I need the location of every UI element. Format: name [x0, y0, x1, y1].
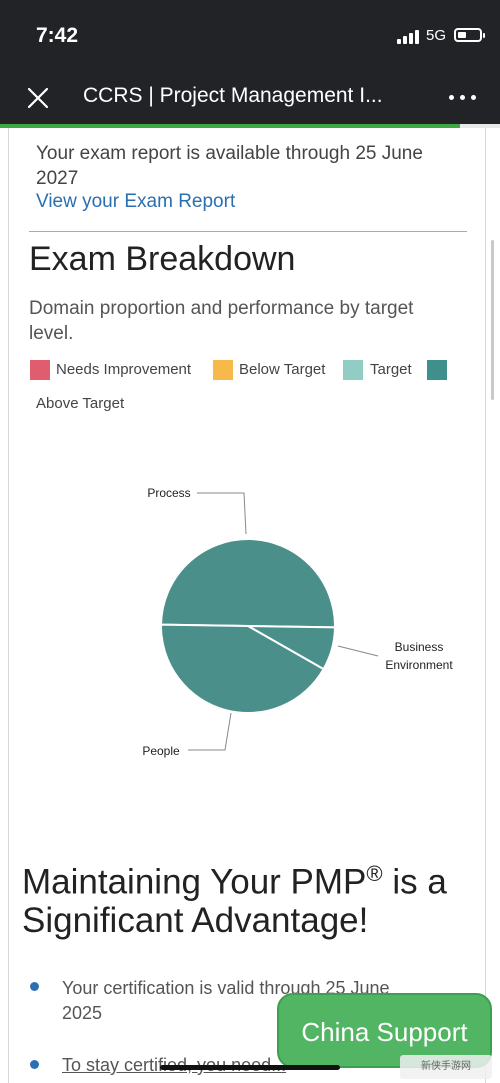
slice-label-people: People: [142, 744, 180, 758]
status-time: 7:42: [36, 24, 79, 47]
view-exam-report-link[interactable]: View your Exam Report: [36, 191, 236, 212]
home-indicator: [160, 1065, 340, 1070]
maintaining-heading: Maintaining Your PMP® is a Significant A…: [22, 855, 482, 940]
legend-swatch-below-target: [213, 360, 233, 380]
app-bar: CCRS | Project Management I...: [0, 72, 500, 124]
exam-breakdown-subtitle: Domain proportion and performance by tar…: [29, 298, 414, 344]
exam-breakdown-pie-chart: Process Business Environment People: [142, 486, 453, 758]
scrollbar[interactable]: [491, 240, 494, 400]
leader-line-process: [197, 492, 247, 535]
legend-label-target: Target: [370, 361, 412, 378]
slice-label-business-line2: Environment: [385, 658, 453, 672]
bullet-dot-1: [30, 982, 39, 991]
slice-label-process: Process: [147, 486, 190, 500]
leader-line-people: [188, 712, 232, 751]
more-icon[interactable]: [446, 84, 480, 112]
page-load-progress-fill: [0, 124, 460, 128]
legend-swatch-target: [343, 360, 363, 380]
pie-slice-process[interactable]: [159, 538, 336, 629]
close-icon[interactable]: [22, 82, 54, 114]
bullet-dot-2: [30, 1060, 39, 1069]
maintaining-heading-part2: is a Significant Advantage!: [22, 862, 447, 940]
divider: [29, 231, 467, 232]
network-label: 5G: [426, 27, 447, 44]
exam-breakdown-title: Exam Breakdown: [29, 240, 296, 278]
page-load-progress: [0, 124, 500, 128]
leader-line-business: [337, 645, 379, 657]
watermark: 新侠手游网: [400, 1055, 492, 1079]
registered-mark: ®: [366, 861, 383, 886]
battery-icon: [454, 28, 485, 42]
signal-icon: [397, 30, 419, 44]
content-frame: [8, 128, 486, 1083]
chart-legend: Needs Improvement Below Target Target Ab…: [29, 358, 469, 418]
legend-swatch-needs-improvement: [30, 360, 50, 380]
maintaining-heading-part1: Maintaining Your PMP: [22, 862, 367, 902]
legend-label-needs-improvement: Needs Improvement: [56, 361, 192, 378]
legend-swatch-above-target: [427, 360, 447, 380]
pie-slice-people[interactable]: [160, 623, 325, 714]
legend-label-below-target: Below Target: [239, 361, 326, 378]
legend-label-above-target: Above Target: [36, 395, 125, 412]
slice-label-business-line1: Business: [395, 640, 444, 654]
report-availability-text: Your exam report is available through 25…: [36, 143, 423, 189]
page-title: CCRS | Project Management I...: [83, 84, 383, 107]
status-bar: 7:42 5G: [0, 0, 500, 72]
